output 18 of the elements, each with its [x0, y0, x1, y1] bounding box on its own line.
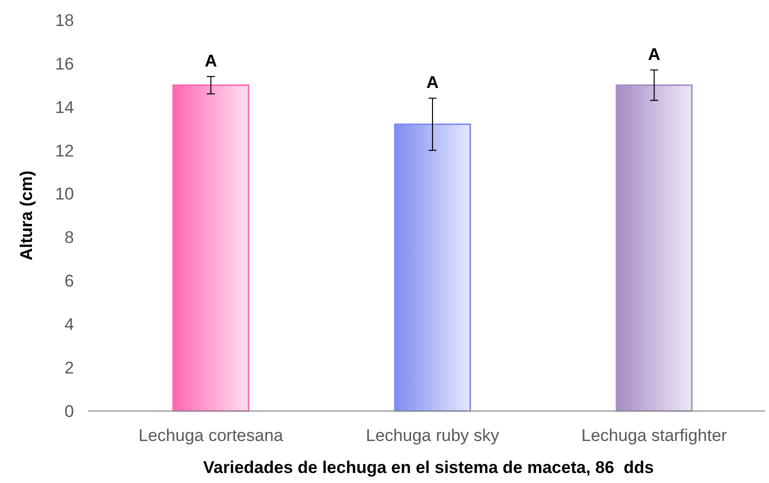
x-tick-label: Lechuga ruby sky	[366, 426, 500, 445]
y-tick-label: 14	[55, 98, 74, 117]
x-tick-label: Lechuga cortesana	[138, 426, 284, 445]
annotation: A	[648, 44, 660, 64]
y-tick-label: 0	[64, 402, 74, 421]
annotation: A	[426, 73, 439, 92]
y-tick-label: 12	[55, 141, 74, 160]
y-tick-label: 2	[64, 358, 74, 378]
y-tick-label: 4	[64, 315, 74, 334]
y-tick-label: 16	[55, 54, 74, 74]
y-tick-label: 10	[55, 184, 74, 204]
y-axis-title: Altura (cm)	[17, 170, 36, 260]
y-tick-label: 18	[55, 10, 74, 30]
y-tick-label: 8	[64, 228, 74, 248]
x-tick-label: Lechuga starfighter	[581, 426, 728, 445]
y-tick-label: 6	[64, 272, 74, 291]
x-axis-title: Variedades de lechuga en el sistema de maceta, 86 dds	[203, 458, 654, 477]
annotation: A	[204, 51, 217, 70]
